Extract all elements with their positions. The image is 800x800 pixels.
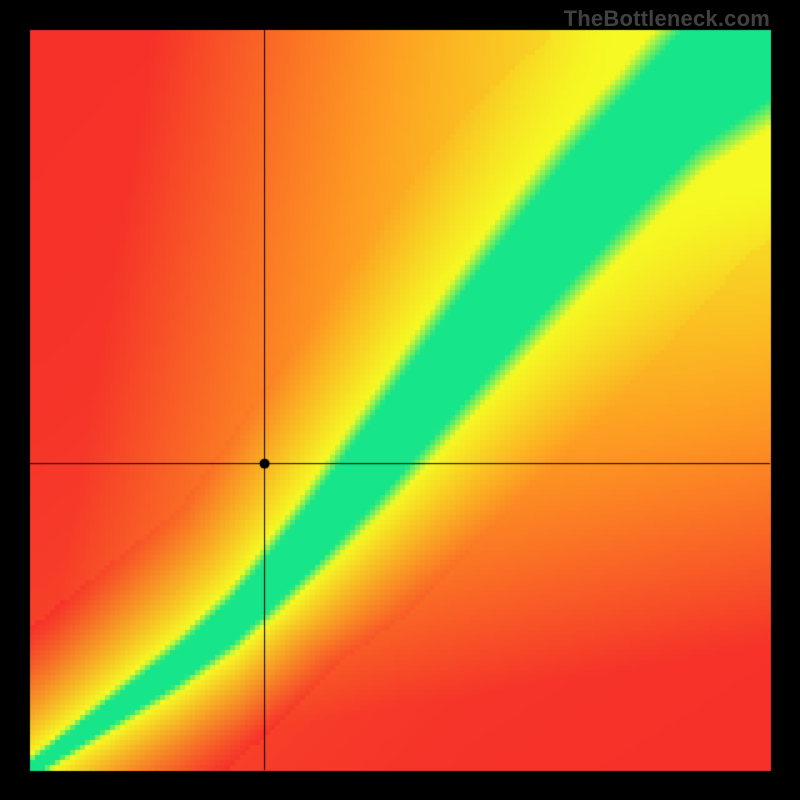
bottleneck-heatmap	[0, 0, 800, 800]
watermark-text: TheBottleneck.com	[564, 6, 770, 32]
chart-container: { "watermark": { "text": "TheBottleneck.…	[0, 0, 800, 800]
